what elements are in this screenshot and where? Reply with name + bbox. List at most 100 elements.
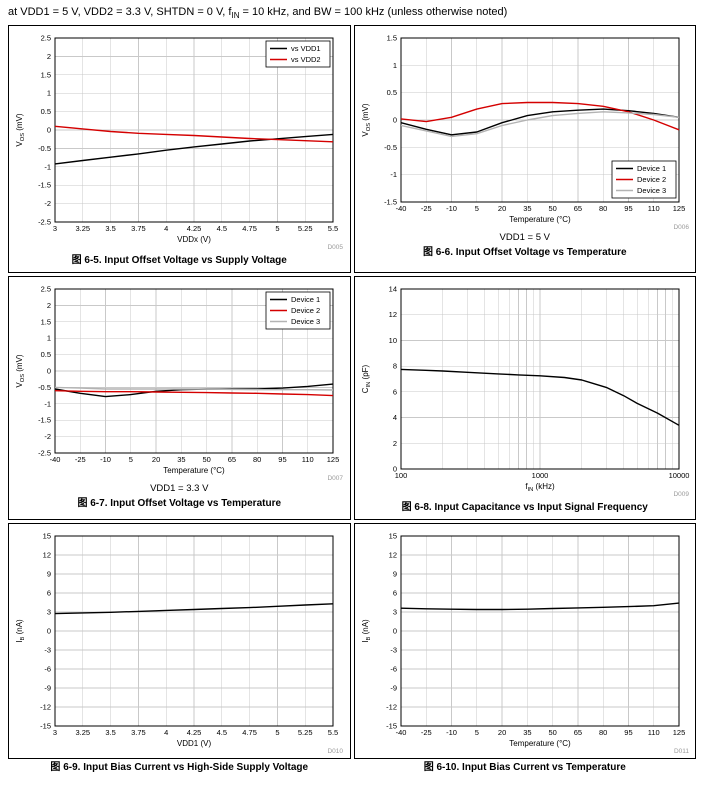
svg-text:3: 3: [393, 608, 397, 617]
svg-text:0: 0: [47, 627, 51, 636]
svg-text:-1: -1: [45, 399, 52, 408]
svg-text:125: 125: [672, 728, 685, 737]
svg-text:1: 1: [47, 334, 51, 343]
svg-text:D005: D005: [328, 244, 344, 251]
svg-text:10000: 10000: [668, 471, 689, 480]
svg-text:80: 80: [253, 455, 261, 464]
svg-text:-2.5: -2.5: [38, 449, 51, 458]
figure-6-7-condition: VDD1 = 3.3 V: [150, 483, 209, 495]
svg-text:Temperature (°C): Temperature (°C): [509, 739, 571, 748]
svg-text:5: 5: [276, 224, 280, 233]
svg-text:1.5: 1.5: [386, 34, 396, 43]
svg-text:D007: D007: [328, 475, 344, 482]
svg-text:12: 12: [388, 551, 396, 560]
svg-text:vs VDD2: vs VDD2: [291, 55, 321, 64]
svg-text:3.75: 3.75: [131, 728, 146, 737]
svg-text:50: 50: [548, 204, 556, 213]
svg-text:1.5: 1.5: [41, 317, 51, 326]
svg-text:0.5: 0.5: [41, 350, 51, 359]
svg-text:3: 3: [47, 608, 51, 617]
svg-text:3.25: 3.25: [76, 728, 91, 737]
svg-text:5: 5: [276, 728, 280, 737]
svg-text:-2.5: -2.5: [38, 218, 51, 227]
figure-6-5-cell: 3 3.25 3.5 3.75 4 4.25 4.5 4.75 5 5.25 5.5 -2.5 -2 -1…: [8, 25, 351, 274]
svg-text:D011: D011: [674, 748, 689, 755]
svg-text:6: 6: [393, 589, 397, 598]
svg-text:-1: -1: [45, 162, 52, 171]
svg-text:1: 1: [393, 61, 397, 70]
svg-text:-10: -10: [446, 728, 457, 737]
svg-text:Device 1: Device 1: [291, 295, 320, 304]
svg-text:IB (nA): IB (nA): [15, 619, 26, 643]
svg-text:5.25: 5.25: [298, 224, 313, 233]
svg-text:Device 3: Device 3: [637, 186, 666, 195]
svg-text:0.5: 0.5: [386, 88, 396, 97]
figure-6-8-chart: 100 1000 10000 0 2 4 6 8 10 12 14 fIN (kHz) CIN (pF)…: [357, 281, 693, 499]
svg-text:-25: -25: [75, 455, 86, 464]
figure-6-10-cell: -40 -25 -10 5 20 35 50 65 80 95 110 125 -15 -12 -9 -6 -3…: [353, 523, 696, 777]
svg-text:3: 3: [53, 728, 57, 737]
figure-6-10-caption: 图 6-10. Input Bias Current vs Temperatur…: [423, 762, 626, 774]
svg-text:Device 3: Device 3: [291, 317, 320, 326]
charts-grid: 3 3.25 3.5 3.75 4 4.25 4.5 4.75 5 5.25 5.5 -2.5 -2 -1…: [0, 25, 704, 777]
svg-text:vs VDD1: vs VDD1: [291, 44, 321, 53]
svg-text:D009: D009: [673, 491, 689, 498]
svg-text:-2: -2: [45, 432, 52, 441]
figure-6-7-cell: -40 -25 -10 5 20 35 50 65 80 95 110 125 -2.5 -2 -1.5 -1…: [8, 276, 351, 521]
svg-text:-6: -6: [45, 665, 52, 674]
svg-text:VOS (mV): VOS (mV): [15, 113, 26, 147]
svg-text:125: 125: [672, 204, 685, 213]
svg-text:-9: -9: [45, 684, 52, 693]
svg-text:5: 5: [474, 204, 478, 213]
svg-text:1: 1: [47, 89, 51, 98]
svg-text:-0.5: -0.5: [384, 143, 397, 152]
figure-6-7-caption: 图 6-7. Input Offset Voltage vs Temperatu…: [77, 498, 282, 510]
figure-6-5-caption: 图 6-5. Input Offset Voltage vs Supply Vo…: [71, 255, 287, 267]
figure-6-9-frame: 3 3.25 3.5 3.75 4 4.25 4.5 4.75 5 5.25 5.5 -15 -12 -9…: [8, 523, 351, 760]
svg-text:4: 4: [393, 413, 397, 422]
svg-text:65: 65: [573, 728, 581, 737]
svg-text:1.5: 1.5: [41, 70, 51, 79]
svg-text:-1.5: -1.5: [38, 416, 51, 425]
svg-text:0: 0: [393, 627, 397, 636]
svg-text:5: 5: [474, 728, 478, 737]
figure-6-9-caption: 图 6-9. Input Bias Current vs High-Side S…: [50, 762, 309, 774]
svg-text:4.75: 4.75: [243, 728, 258, 737]
svg-text:CIN (pF): CIN (pF): [361, 365, 372, 394]
svg-text:5.5: 5.5: [328, 728, 338, 737]
svg-text:5.25: 5.25: [298, 728, 313, 737]
svg-text:IB (nA): IB (nA): [361, 619, 372, 643]
svg-text:Temperature (°C): Temperature (°C): [509, 215, 571, 224]
svg-text:95: 95: [279, 455, 287, 464]
svg-text:-15: -15: [386, 722, 397, 731]
svg-text:-10: -10: [446, 204, 457, 213]
svg-text:2: 2: [47, 301, 51, 310]
svg-text:9: 9: [47, 570, 51, 579]
svg-text:D006: D006: [673, 224, 689, 231]
svg-text:-1: -1: [390, 170, 397, 179]
svg-text:2.5: 2.5: [41, 285, 51, 294]
figure-6-5-chart: 3 3.25 3.5 3.75 4 4.25 4.5 4.75 5 5.25 5.5 -2.5 -2 -1…: [11, 30, 347, 252]
svg-text:2.5: 2.5: [41, 34, 51, 43]
figure-6-9-cell: 3 3.25 3.5 3.75 4 4.25 4.5 4.75 5 5.25 5.5 -15 -12 -9…: [8, 523, 351, 777]
svg-text:VDD1 (V): VDD1 (V): [177, 739, 212, 748]
svg-text:6: 6: [393, 388, 397, 397]
svg-text:4.75: 4.75: [243, 224, 258, 233]
svg-text:100: 100: [394, 471, 407, 480]
svg-text:-3: -3: [390, 646, 397, 655]
svg-text:65: 65: [228, 455, 236, 464]
svg-text:9: 9: [393, 570, 397, 579]
svg-text:-1.5: -1.5: [38, 181, 51, 190]
figure-6-7-chart: -40 -25 -10 5 20 35 50 65 80 95 110 125 -2.5 -2 -1.5 -1…: [11, 281, 347, 483]
svg-text:-2: -2: [45, 199, 52, 208]
svg-text:125: 125: [327, 455, 340, 464]
svg-text:35: 35: [177, 455, 185, 464]
svg-text:12: 12: [388, 310, 396, 319]
svg-text:-25: -25: [421, 204, 432, 213]
svg-text:VOS (mV): VOS (mV): [361, 103, 372, 137]
svg-text:-40: -40: [50, 455, 61, 464]
svg-text:fIN (kHz): fIN (kHz): [525, 482, 555, 493]
svg-text:Temperature (°C): Temperature (°C): [164, 466, 226, 475]
svg-text:6: 6: [47, 589, 51, 598]
svg-text:5: 5: [129, 455, 133, 464]
